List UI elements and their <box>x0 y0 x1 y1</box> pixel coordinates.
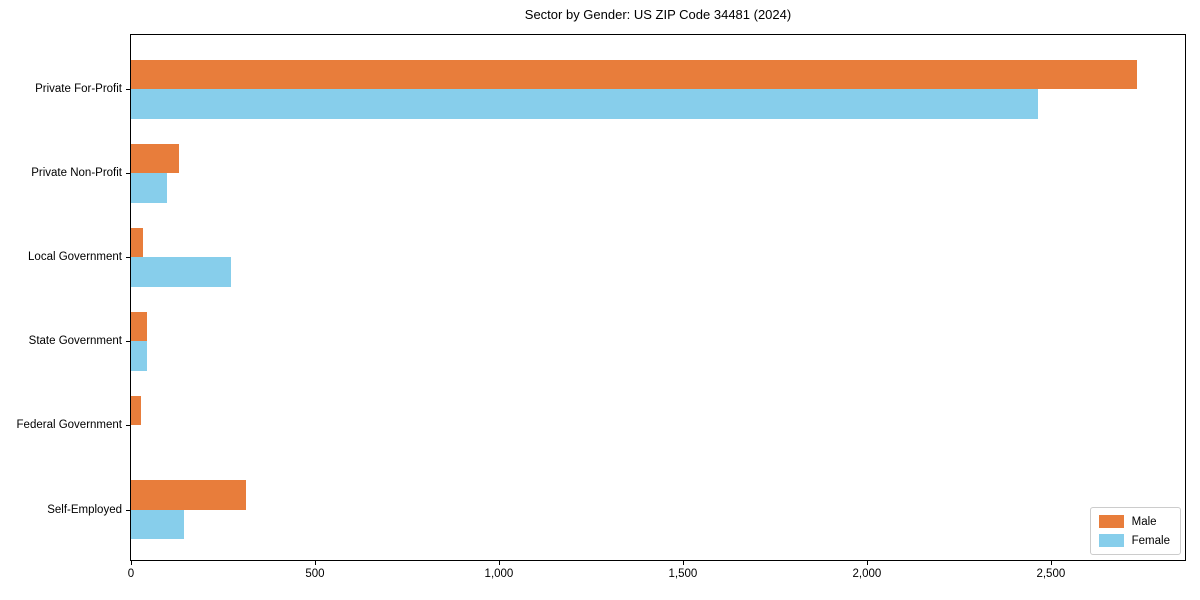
category-label: Federal Government <box>16 419 122 432</box>
category-label: Local Government <box>28 251 122 264</box>
x-tick-label: 1,000 <box>484 568 514 580</box>
x-tick-mark <box>131 560 132 565</box>
x-tick-label: 1,500 <box>668 568 698 580</box>
legend-swatch-male <box>1098 515 1124 528</box>
x-tick-label: 0 <box>127 568 135 580</box>
y-tick-mark <box>126 341 131 343</box>
x-tick-label: 500 <box>305 568 325 580</box>
x-tick-label: 2,000 <box>852 568 882 580</box>
bar-male <box>131 143 179 174</box>
legend-item: Male <box>1098 515 1170 528</box>
legend-label: Female <box>1131 534 1170 547</box>
x-tick-mark <box>314 560 316 565</box>
legend: Male Female <box>1089 507 1181 555</box>
category-label: Private For-Profit <box>35 83 122 95</box>
bar-female <box>131 509 185 539</box>
bar-male <box>131 395 141 426</box>
legend-item: Female <box>1098 534 1170 547</box>
plot-area: Male Female Private For-Profit Private Non… <box>17 34 1186 580</box>
category-label: Self-Employed <box>47 503 122 516</box>
x-tick-mark <box>1050 560 1052 565</box>
x-tick-label: 2,500 <box>1036 568 1066 580</box>
bar-female <box>131 257 232 287</box>
bar-female <box>131 341 147 371</box>
x-tick-mark <box>866 560 868 565</box>
legend-label: Male <box>1131 515 1157 528</box>
bar-male <box>131 59 1138 89</box>
category-label: State Government <box>28 335 122 348</box>
y-tick-mark <box>126 425 131 427</box>
chart-title: Sector by Gender: US ZIP Code 34481 (202… <box>524 7 792 22</box>
legend-swatch-female <box>1098 534 1124 547</box>
bar-male <box>131 311 148 342</box>
bar-male <box>131 480 247 510</box>
y-tick-mark <box>126 257 131 259</box>
y-tick-mark <box>126 173 131 175</box>
category-label: Private Non-Profit <box>31 167 122 180</box>
bar-male <box>131 227 144 258</box>
bar-female <box>131 89 1038 119</box>
y-tick-mark <box>126 89 131 90</box>
bar-female <box>131 173 168 203</box>
x-tick-mark <box>682 560 684 565</box>
y-tick-mark <box>126 509 131 511</box>
x-tick-mark <box>498 560 500 565</box>
